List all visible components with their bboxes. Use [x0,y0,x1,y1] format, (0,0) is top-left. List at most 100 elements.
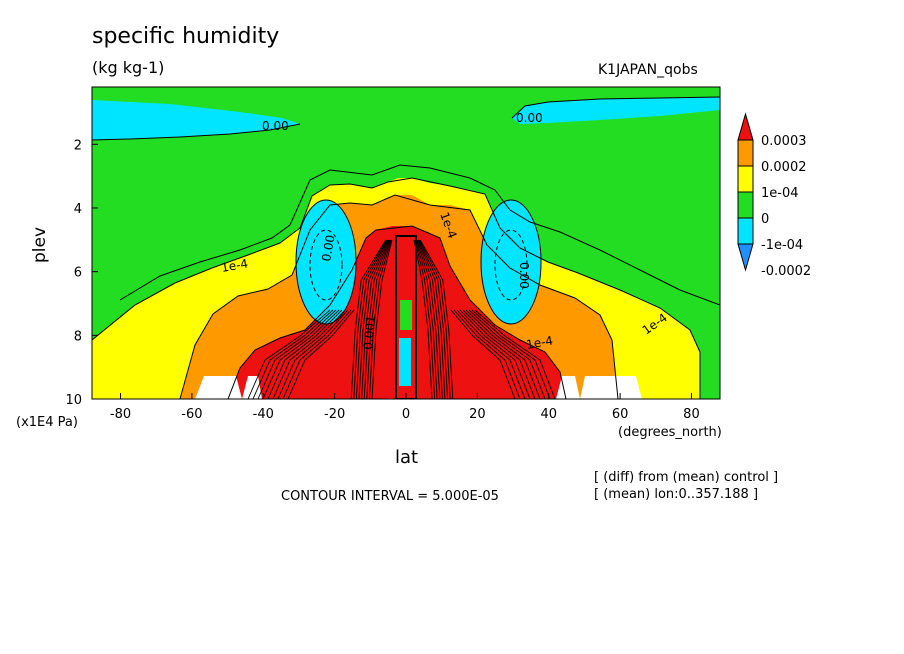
contour-fields [92,87,720,399]
chart-title: specific humidity [92,24,280,49]
contour-line [453,309,521,399]
contour-line [361,239,390,399]
colorbar-label: -0.0002 [761,264,811,279]
field-cyan-mid-left [296,200,356,324]
contour-line [368,239,392,399]
contour-line [511,96,720,119]
contour-line [355,239,388,399]
x-axis-units: (degrees_north) [618,425,722,440]
contour-line [267,309,343,399]
contour-line [287,309,355,399]
contour-line [413,239,433,399]
field-green-equator [400,300,412,330]
colorbar-swatch [737,217,754,245]
contour-line [257,309,337,399]
x-tick-label: 40 [540,407,557,422]
contour-line [227,225,567,399]
colorbar-arrow-bottom [737,243,754,272]
contour-line [366,239,391,399]
x-tick-label: -60 [181,407,202,422]
colorbar-label: 0.0002 [761,160,807,175]
contour-line [309,229,343,301]
topography-left-2 [242,376,262,399]
contour-label: 1e-4 [525,333,554,351]
contour-line [252,309,334,399]
contour-line [371,239,393,399]
colorbar-arrow-top [737,112,754,141]
y-tick-label: 4 [74,202,82,217]
contour-line [92,177,701,399]
contour-label: 1e-4 [220,256,249,274]
contour-line [480,199,542,325]
note-mean: [ (mean) lon:0..357.188 ] [594,487,759,502]
y-axis-units: (x1E4 Pa) [16,415,78,430]
x-tick-label: -40 [253,407,274,422]
y-tick-label: 6 [74,266,82,281]
contour-line [418,239,449,399]
colorbar-swatch [737,139,754,167]
contour-line [358,239,389,399]
contour-lines [92,96,720,399]
colorbar-label: -1e-04 [761,238,803,253]
contour-line [272,309,346,399]
contour-line [417,239,446,399]
x-axis-label: lat [395,447,419,468]
note-diff: [ (diff) from (mean) control ] [594,470,779,485]
x-tick-label: -20 [324,407,345,422]
field-cyan-mid-right [481,200,541,324]
x-tick-label: 60 [612,407,629,422]
contour-label: 0.00 [517,262,531,289]
contour-label: 0.00 [262,119,289,133]
field-cyan-upper-left [92,100,300,140]
colorbar-swatch [737,191,754,219]
contour-line [395,235,417,399]
dataset-label: K1JAPAN_qobs [598,62,698,78]
x-tick-label: 0 [402,407,410,422]
colorbar-label: 0.0003 [761,134,807,149]
contour-line [350,239,387,399]
y-tick-label: 8 [74,329,82,344]
contour-line [465,309,541,399]
colorbar: 0.0003 0.0002 1e-04 0 -1e-04 -0.0002 [737,112,811,279]
contour-line [456,309,526,399]
contour-line [363,239,391,399]
contour-label: 0.00 [516,111,543,125]
contour-line [295,199,357,325]
colorbar-label: 0 [761,212,769,227]
contour-line [282,309,352,399]
contour-line [414,239,436,399]
contour-label: 0.00 [319,234,337,263]
contour-line [419,239,451,399]
y-tick-label: 10 [65,393,82,408]
contour-line [415,239,441,399]
colorbar-swatch [737,165,754,193]
contour-line [415,239,438,399]
contour-label: 0.001 [361,315,378,350]
contour-line [419,239,454,399]
y-axis-label: plev [30,226,50,263]
contour-line [119,164,720,306]
contour-line [353,239,387,399]
field-cyan-upper-right [512,97,720,124]
contour-line [494,229,528,301]
contour-line [459,309,531,399]
dense-contours [247,235,556,399]
contour-line [262,309,340,399]
contour-line [277,309,349,399]
x-tick-label: 20 [469,407,486,422]
x-tick-label: -80 [110,407,131,422]
contour-interval: CONTOUR INTERVAL = 5.000E-05 [281,489,499,504]
y-tick-label: 2 [74,138,82,153]
y-axis: 2 4 6 8 10 [65,138,98,408]
contour-line [179,194,619,399]
contour-line [92,123,301,141]
contour-line [247,309,331,399]
x-tick-label: 80 [683,407,700,422]
colorbar-label: 1e-04 [761,186,799,201]
contour-line [468,309,546,399]
contour-line [462,309,536,399]
chart-units: (kg kg-1) [92,58,165,77]
x-axis: -80 -60 -40 -20 0 20 40 60 80 [110,393,700,422]
